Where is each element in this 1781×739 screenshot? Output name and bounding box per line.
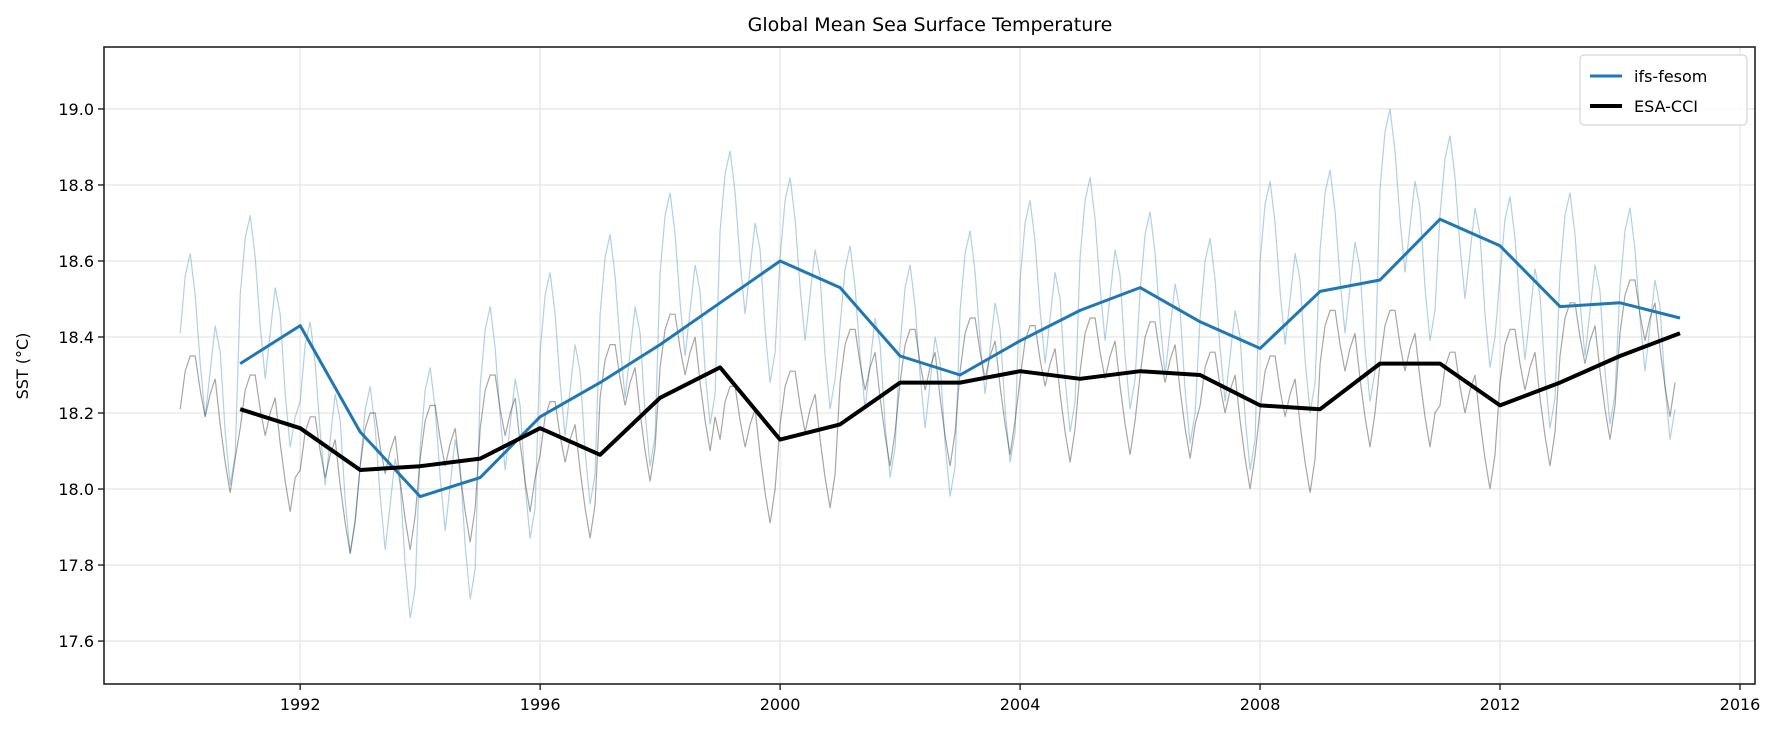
x-tick-label: 2004	[1000, 695, 1041, 714]
y-tick-label: 18.0	[58, 480, 94, 499]
x-tick-label: 1996	[520, 695, 561, 714]
x-tick-label: 2016	[1720, 695, 1761, 714]
y-axis-label: SST (°C)	[13, 333, 32, 400]
y-tick-label: 18.2	[58, 404, 94, 423]
x-tick-label: 2000	[760, 695, 801, 714]
legend-label-ifs-fesom: ifs-fesom	[1634, 67, 1707, 86]
annual-line-esa-cci	[240, 333, 1680, 470]
y-tick-label: 18.4	[58, 328, 94, 347]
axis-ticks: 1992 1996 2000 2004 2008 2012 2016 17.6 17.8 18.0…	[58, 100, 1760, 714]
x-tick-label: 2008	[1240, 695, 1281, 714]
y-tick-label: 17.6	[58, 632, 94, 651]
chart-title: Global Mean Sea Surface Temperature	[748, 14, 1113, 36]
y-tick-label: 18.6	[58, 252, 94, 271]
y-tick-label: 18.8	[58, 176, 94, 195]
y-tick-label: 17.8	[58, 556, 94, 575]
x-tick-label: 2012	[1480, 695, 1521, 714]
legend-label-esa-cci: ESA-CCI	[1634, 97, 1698, 116]
legend: ifs-fesom ESA-CCI	[1580, 55, 1747, 125]
y-tick-label: 19.0	[58, 100, 94, 119]
monthly-line-esa-cci	[180, 280, 1675, 554]
x-tick-label: 1992	[280, 695, 321, 714]
